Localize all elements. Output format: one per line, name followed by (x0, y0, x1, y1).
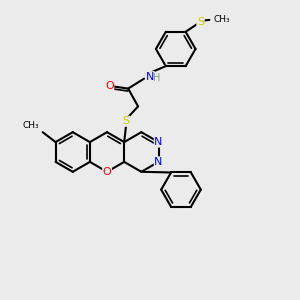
Text: H: H (153, 73, 160, 83)
Text: N: N (154, 137, 163, 147)
Text: O: O (105, 81, 114, 91)
Text: CH₃: CH₃ (213, 15, 230, 24)
Text: N: N (146, 72, 154, 82)
Text: CH₃: CH₃ (22, 121, 39, 130)
Text: O: O (103, 167, 111, 177)
Text: N: N (154, 157, 163, 167)
Text: S: S (197, 17, 204, 27)
Text: S: S (123, 116, 130, 126)
